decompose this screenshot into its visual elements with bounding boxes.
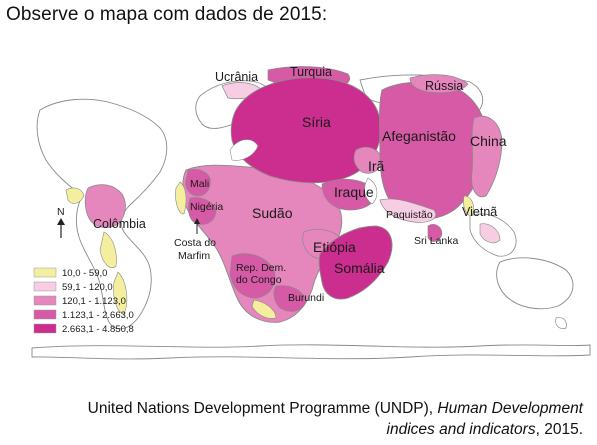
label-russia: Rússia bbox=[425, 79, 463, 93]
russia-area bbox=[409, 74, 469, 94]
label-siria: Síria bbox=[302, 114, 331, 130]
caption-year: , 2015. bbox=[535, 421, 583, 438]
colombia-area bbox=[84, 184, 126, 228]
north-arrow-head bbox=[57, 218, 65, 225]
iraq-area bbox=[321, 178, 377, 211]
label-ucrania: Ucrânia bbox=[215, 70, 258, 84]
label-somalia: Somália bbox=[334, 260, 385, 276]
syria-inner-white bbox=[229, 139, 259, 161]
label-ira: Irã bbox=[368, 158, 385, 174]
west-africa-yellow bbox=[175, 181, 187, 215]
label-burundi: Burundi bbox=[288, 292, 324, 304]
costa-do-marfim-arrowhead bbox=[194, 218, 200, 224]
label-colombia: Colômbia bbox=[93, 217, 146, 231]
legend-label-1: 10,0 - 59,0 bbox=[62, 268, 107, 279]
southeast-asia-pink bbox=[479, 223, 501, 244]
caption-title-line2: indices and indicators bbox=[386, 421, 536, 438]
legend-label-4: 1.123,1 - 2.663,0 bbox=[62, 310, 134, 321]
label-turquia: Turquia bbox=[290, 65, 332, 79]
china-area bbox=[471, 115, 503, 198]
label-sudao: Sudão bbox=[252, 205, 293, 221]
caption-source: United Nations Development Programme (UN… bbox=[87, 400, 438, 417]
americas-yellow-2 bbox=[99, 231, 117, 269]
sri-lanka-area bbox=[427, 224, 443, 242]
legend-label-3: 120,1 - 1.123,0 bbox=[62, 296, 126, 307]
legend-swatch-1 bbox=[33, 267, 57, 278]
label-sri-lanka: Sri Lanka bbox=[414, 235, 459, 247]
label-rep-dem: Rep. Dem. bbox=[236, 262, 286, 274]
label-iraque: Iraque bbox=[334, 184, 374, 200]
mali-area bbox=[185, 168, 211, 197]
label-marfim: Marfim bbox=[178, 250, 210, 262]
burundi-area bbox=[273, 285, 307, 312]
legend-label-2: 59,1 - 120,0 bbox=[62, 282, 113, 293]
americas-yellow-3 bbox=[113, 271, 128, 315]
legend-label-5: 2.663,1 - 4.850,8 bbox=[62, 324, 134, 335]
south-africa-yellow bbox=[251, 299, 277, 319]
legend-swatch-3 bbox=[33, 295, 57, 306]
antarctica-outline bbox=[31, 344, 591, 360]
page-heading: Observe o mapa com dados de 2015: bbox=[6, 4, 328, 25]
legend-swatch-2 bbox=[33, 281, 57, 292]
label-paquistao: Paquistão bbox=[386, 209, 433, 221]
legend-swatch-4 bbox=[33, 309, 57, 320]
oceania-island bbox=[555, 317, 567, 329]
legend-swatch-5 bbox=[33, 323, 57, 334]
iran-area bbox=[353, 146, 383, 174]
nigeria-area bbox=[188, 197, 217, 225]
syria-area bbox=[230, 77, 382, 184]
label-afeganistao: Afeganistão bbox=[382, 128, 456, 144]
label-costa-do: Costa do bbox=[174, 237, 216, 249]
gulf-white bbox=[364, 177, 378, 205]
label-mali: Mali bbox=[190, 178, 209, 190]
oceania-outline bbox=[496, 257, 574, 310]
pakistan-area bbox=[379, 198, 437, 223]
somalia-area bbox=[318, 225, 393, 300]
caption-title-line1: Human Development bbox=[437, 400, 583, 417]
map-legend: 10,0 - 59,0 59,1 - 120,0 120,1 - 1.123,0… bbox=[33, 267, 134, 335]
congo-area bbox=[229, 253, 276, 299]
label-nigeria: Nigéria bbox=[190, 201, 223, 213]
north-arrow-label: N bbox=[57, 206, 65, 218]
americas-yellow-1 bbox=[65, 187, 85, 204]
source-caption: United Nations Development Programme (UN… bbox=[23, 398, 583, 440]
label-vietna: Vietnã bbox=[462, 205, 497, 219]
label-do-congo: do Congo bbox=[236, 274, 282, 286]
label-china: China bbox=[470, 133, 507, 149]
label-etiopia: Etiópia bbox=[313, 239, 356, 255]
